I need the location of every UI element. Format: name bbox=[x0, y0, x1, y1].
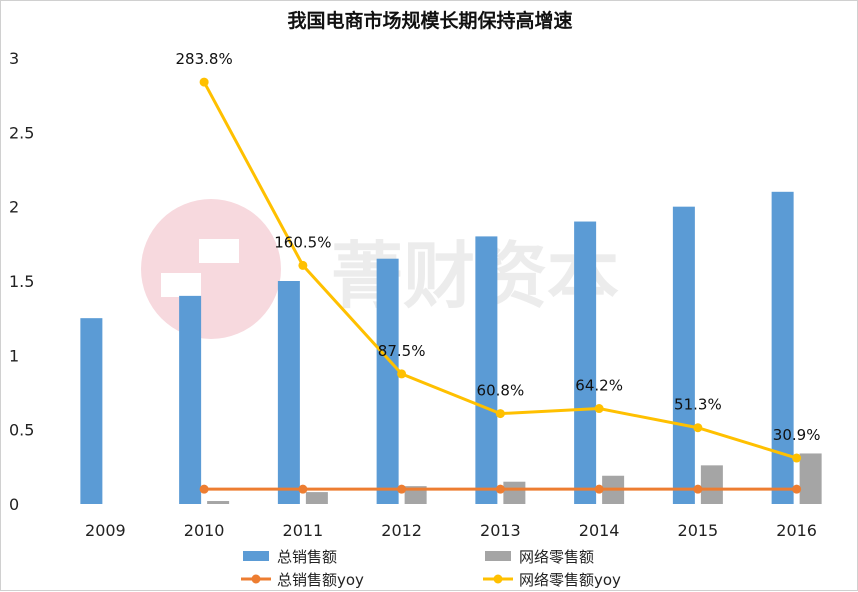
y-tick-label: 3 bbox=[9, 49, 19, 68]
watermark-circle bbox=[141, 199, 281, 339]
legend-swatch bbox=[243, 551, 269, 561]
data-label: 51.3% bbox=[674, 396, 722, 414]
point-total-sales-yoy bbox=[495, 484, 505, 494]
legend-swatch-marker bbox=[251, 574, 261, 584]
bar-online-retail bbox=[503, 481, 526, 504]
point-total-sales-yoy bbox=[792, 484, 802, 494]
legend-swatch bbox=[485, 551, 511, 561]
bar-online-retail bbox=[305, 492, 328, 504]
data-label: 160.5% bbox=[274, 233, 331, 251]
point-online-retail-yoy bbox=[792, 453, 802, 463]
bar-total-sales bbox=[574, 221, 597, 505]
x-tick-label: 2011 bbox=[283, 521, 324, 540]
watermark-notch bbox=[199, 239, 239, 263]
point-online-retail-yoy bbox=[693, 423, 703, 433]
y-tick-label: 1.5 bbox=[9, 272, 34, 291]
bar-online-retail bbox=[700, 465, 723, 504]
point-total-sales-yoy bbox=[397, 484, 407, 494]
chart-title: 我国电商市场规模长期保持高增速 bbox=[287, 9, 572, 32]
bar-total-sales bbox=[80, 318, 103, 504]
bar-total-sales bbox=[376, 258, 399, 504]
x-tick-label: 2012 bbox=[381, 521, 422, 540]
bar-total-sales bbox=[672, 206, 695, 504]
legend-label: 网络零售额yoy bbox=[519, 571, 621, 589]
y-tick-label: 2.5 bbox=[9, 123, 34, 142]
x-tick-label: 2016 bbox=[776, 521, 817, 540]
bar-total-sales bbox=[179, 295, 202, 504]
bar-total-sales bbox=[475, 236, 498, 504]
x-tick-label: 2015 bbox=[678, 521, 719, 540]
legend-label: 网络零售额 bbox=[519, 548, 594, 566]
data-label: 64.2% bbox=[575, 377, 623, 395]
x-tick-label: 2014 bbox=[579, 521, 620, 540]
y-tick-label: 0 bbox=[9, 495, 19, 514]
data-label: 60.8% bbox=[477, 382, 525, 400]
x-tick-label: 2009 bbox=[85, 521, 126, 540]
bar-total-sales bbox=[277, 281, 300, 504]
bar-total-sales bbox=[771, 191, 794, 505]
point-total-sales-yoy bbox=[199, 484, 209, 494]
legend-label: 总销售额 bbox=[277, 548, 337, 566]
x-tick-label: 2013 bbox=[480, 521, 521, 540]
y-tick-label: 1 bbox=[9, 346, 19, 365]
y-tick-label: 2 bbox=[9, 198, 19, 217]
point-online-retail-yoy bbox=[495, 409, 505, 419]
watermark-notch-2 bbox=[161, 273, 201, 297]
bar-online-retail bbox=[207, 501, 230, 504]
point-total-sales-yoy bbox=[594, 484, 604, 494]
point-online-retail-yoy bbox=[199, 77, 209, 87]
point-online-retail-yoy bbox=[298, 260, 308, 270]
y-tick-label: 0.5 bbox=[9, 421, 34, 440]
legend-swatch-marker bbox=[493, 574, 503, 584]
point-total-sales-yoy bbox=[693, 484, 703, 494]
data-label: 87.5% bbox=[378, 342, 426, 360]
data-label: 283.8% bbox=[176, 50, 233, 68]
point-total-sales-yoy bbox=[298, 484, 308, 494]
point-online-retail-yoy bbox=[594, 404, 604, 414]
data-label: 30.9% bbox=[773, 426, 821, 444]
point-online-retail-yoy bbox=[397, 369, 407, 379]
legend-label: 总销售额yoy bbox=[277, 571, 364, 589]
x-tick-label: 2010 bbox=[184, 521, 225, 540]
bar-online-retail bbox=[799, 453, 822, 504]
